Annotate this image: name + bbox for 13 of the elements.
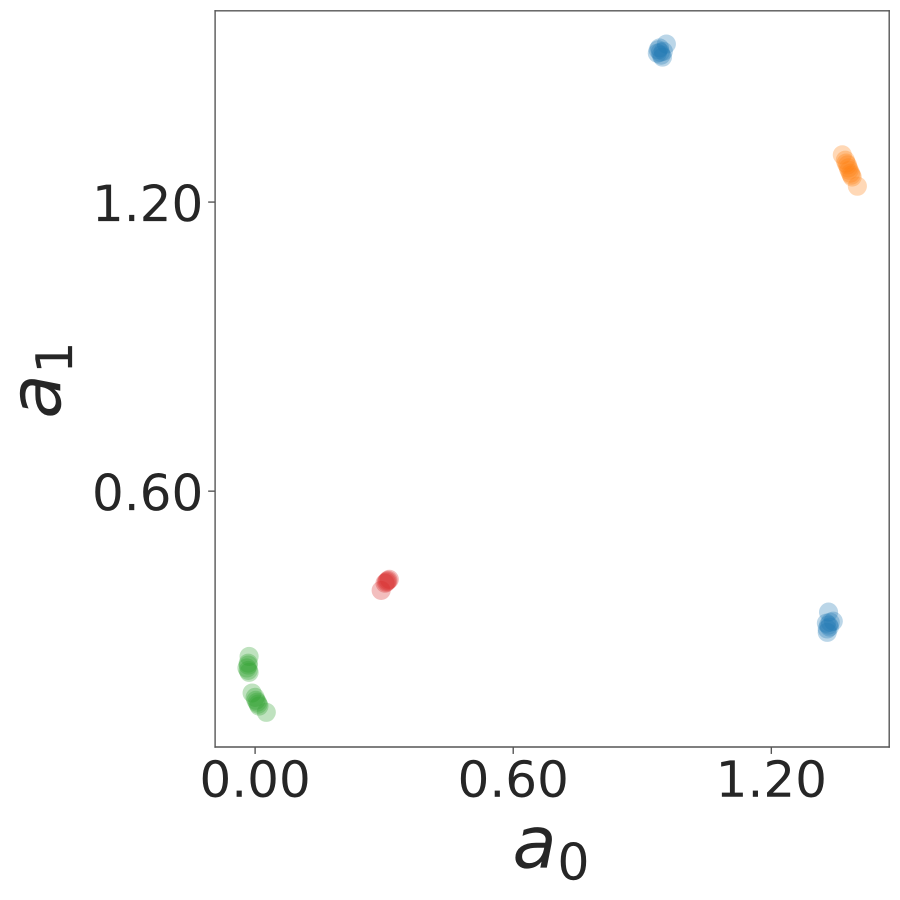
y-axis-title: a$_{1}$ [20, 346, 72, 416]
point [818, 622, 837, 642]
x-axis-title: a$_{0}$ [515, 827, 586, 880]
point [656, 34, 676, 54]
point [256, 702, 276, 722]
point [848, 176, 867, 196]
point [242, 683, 262, 703]
point [832, 145, 852, 164]
point [372, 580, 391, 600]
x-tick-label: 0.00 [202, 760, 308, 798]
x-tick-label: 1.20 [721, 760, 824, 798]
x-tick-label: 0.60 [460, 760, 566, 798]
point [240, 646, 259, 666]
